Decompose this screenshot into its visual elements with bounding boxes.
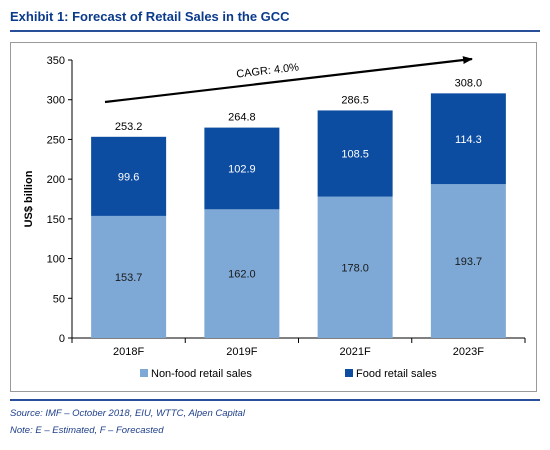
- y-tick-label: 150: [47, 214, 65, 226]
- total-label: 264.8: [228, 112, 256, 124]
- total-label: 308.0: [455, 77, 483, 89]
- total-label: 253.2: [115, 121, 143, 133]
- page-title: Exhibit 1: Forecast of Retail Sales in t…: [10, 9, 290, 24]
- data-label-food: 108.5: [341, 149, 369, 161]
- bar-non-food-2019F: [204, 209, 280, 338]
- bar-food-2018F: [91, 136, 167, 216]
- bar-non-food-2023F: [430, 184, 506, 338]
- total-label: 286.5: [341, 94, 369, 106]
- y-axis-title: US$ billion: [23, 170, 35, 227]
- data-label-food: 99.6: [118, 171, 139, 183]
- data-label-non-food: 178.0: [341, 262, 369, 274]
- x-tick-label: 2019F: [226, 346, 257, 358]
- bar-food-2023F: [430, 93, 506, 185]
- data-label-non-food: 153.7: [115, 272, 143, 284]
- footer-divider: [10, 399, 540, 401]
- data-label-non-food: 193.7: [455, 256, 483, 268]
- cagr-arrow: [104, 56, 473, 104]
- chart-container: 0 50 100 150 200 250 300 350 US$ billion 153.7 99.…: [10, 42, 537, 392]
- legend-swatch-non-food: [140, 369, 148, 377]
- bar-food-2019F: [204, 127, 280, 210]
- bar-non-food-2018F: [91, 215, 167, 338]
- data-label-food: 114.3: [455, 134, 482, 146]
- x-tick-label: 2021F: [340, 346, 371, 358]
- y-tick-label: 100: [47, 254, 65, 266]
- x-tick-label: 2018F: [113, 346, 144, 358]
- y-tick-label: 350: [47, 55, 65, 67]
- y-tick-label: 250: [47, 134, 65, 146]
- y-tick-label: 0: [59, 333, 65, 345]
- y-tick-label: 50: [53, 293, 65, 305]
- y-tick-label: 200: [47, 174, 65, 186]
- title-divider: [10, 30, 540, 32]
- legend-label-non-food: Non-food retail sales: [151, 368, 252, 380]
- legend-label-food: Food retail sales: [356, 368, 437, 380]
- bar-non-food-2021F: [317, 196, 393, 338]
- legend-swatch-food: [345, 369, 353, 377]
- bar-food-2021F: [317, 110, 393, 197]
- data-label-food: 102.9: [228, 163, 256, 175]
- x-tick-label: 2023F: [453, 346, 484, 358]
- stacked-bar-chart: 0 50 100 150 200 250 300 350 US$ billion 153.7 99.…: [10, 42, 537, 392]
- data-label-non-food: 162.0: [228, 269, 256, 281]
- estimate-note: Note: E – Estimated, F – Forecasted: [10, 425, 164, 436]
- source-note: Source: IMF – October 2018, EIU, WTTC, A…: [10, 408, 245, 419]
- y-tick-label: 300: [47, 95, 65, 107]
